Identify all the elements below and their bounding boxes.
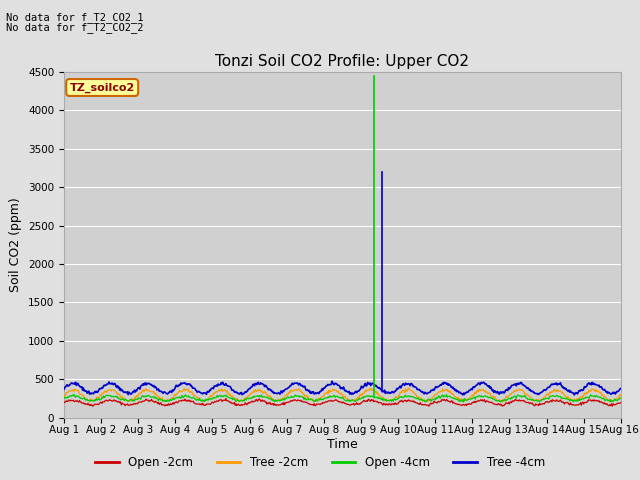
Text: TZ_soilco2: TZ_soilco2 (70, 83, 135, 93)
Y-axis label: Soil CO2 (ppm): Soil CO2 (ppm) (10, 197, 22, 292)
Text: No data for f_T2_CO2_2: No data for f_T2_CO2_2 (6, 22, 144, 33)
Text: No data for f_T2_CO2_1: No data for f_T2_CO2_1 (6, 12, 144, 23)
X-axis label: Time: Time (327, 438, 358, 451)
Legend: Open -2cm, Tree -2cm, Open -4cm, Tree -4cm: Open -2cm, Tree -2cm, Open -4cm, Tree -4… (90, 452, 550, 474)
Title: Tonzi Soil CO2 Profile: Upper CO2: Tonzi Soil CO2 Profile: Upper CO2 (216, 54, 469, 70)
